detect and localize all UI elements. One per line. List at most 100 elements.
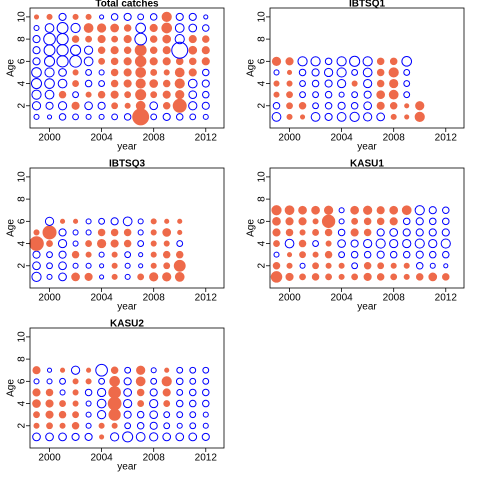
bubble [362, 56, 373, 67]
bubble [175, 377, 184, 386]
bubble [350, 250, 359, 259]
bubble [337, 101, 346, 110]
bubble [414, 205, 425, 216]
bubble [162, 46, 171, 55]
bubble [32, 261, 41, 271]
x-tick-label: 2008 [143, 453, 166, 464]
x-tick-label: 2012 [195, 453, 218, 464]
bubble [188, 45, 198, 55]
y-tick-label: 2 [257, 263, 268, 269]
bubble [270, 271, 283, 283]
bubble [72, 400, 79, 407]
x-tick-label: 2012 [435, 133, 458, 144]
bubble [175, 90, 185, 100]
bubble [401, 56, 413, 67]
bubble [429, 262, 436, 269]
bubble [57, 101, 68, 111]
bubble [98, 422, 105, 429]
bubble [85, 229, 92, 236]
bubble [70, 44, 82, 56]
bubble [390, 262, 397, 269]
bubble [150, 262, 157, 269]
bubble [72, 240, 79, 247]
bubble [33, 14, 40, 20]
bubble [85, 91, 92, 98]
bubble [402, 217, 411, 226]
bubble [174, 34, 185, 45]
bubble [110, 23, 119, 33]
bubble [187, 78, 198, 89]
bubble [85, 35, 92, 43]
bubble [299, 273, 306, 281]
bubble [415, 250, 424, 259]
bubble [202, 366, 210, 374]
bubble [173, 259, 186, 272]
bubble [388, 89, 399, 100]
bubble [85, 251, 92, 258]
bubble [123, 68, 132, 77]
bubble [202, 113, 209, 120]
bubble [299, 229, 306, 236]
bubble [123, 410, 132, 419]
bubble [72, 262, 79, 269]
bubble [376, 101, 385, 110]
bubble [31, 67, 42, 78]
bubble [310, 112, 321, 122]
bubble [351, 273, 359, 281]
bubble [134, 44, 147, 57]
bubble [272, 228, 281, 237]
bubble [149, 388, 158, 397]
bubble [44, 23, 55, 33]
bubble [188, 68, 197, 77]
bubble [201, 57, 210, 66]
bubble [363, 112, 373, 122]
y-tick-label: 10 [17, 331, 28, 343]
bubble [414, 238, 425, 249]
bubble [324, 102, 333, 110]
bubble [403, 91, 411, 99]
x-tick-label: 2000 [38, 133, 61, 144]
bubble [441, 228, 450, 237]
bubble [71, 35, 80, 43]
plot-frame [29, 7, 225, 129]
x-axis-label: year [117, 142, 137, 153]
bubble [96, 410, 107, 420]
bubble [98, 69, 105, 76]
bubble [415, 262, 424, 270]
bubble [136, 422, 145, 430]
bubble [363, 205, 373, 215]
bubble [272, 262, 281, 270]
bubble [201, 46, 210, 55]
x-tick-label: 2000 [278, 133, 301, 144]
bubble [390, 273, 398, 281]
bubble [137, 229, 144, 236]
bubble [71, 101, 80, 110]
bubble [273, 69, 280, 76]
bubble [69, 55, 82, 68]
bubble [124, 366, 132, 374]
bubble [71, 250, 80, 259]
bubble [32, 46, 41, 55]
bubble [72, 91, 79, 99]
bubble [202, 422, 209, 429]
bubble [415, 273, 424, 281]
bubble [83, 23, 94, 33]
bubble [72, 378, 79, 385]
bubble [72, 229, 79, 236]
bubble [57, 78, 68, 89]
bubble [46, 273, 53, 280]
bubble [201, 101, 210, 110]
bubble [59, 422, 66, 429]
y-tick-label: 2 [17, 103, 28, 109]
bubble [415, 228, 424, 237]
bubble [162, 272, 172, 282]
bubble [84, 432, 93, 441]
bubble [175, 12, 184, 21]
y-tick-label: 8 [17, 196, 28, 202]
bubble [32, 388, 41, 397]
bubble [188, 432, 198, 442]
bubble [324, 112, 333, 121]
bubble [71, 422, 80, 430]
bubble [137, 218, 144, 225]
bubble [111, 35, 119, 43]
